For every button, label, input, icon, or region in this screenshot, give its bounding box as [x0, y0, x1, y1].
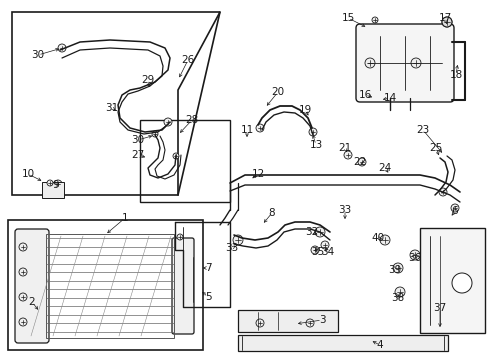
Bar — [8, 220, 203, 350]
Circle shape — [19, 318, 27, 326]
Circle shape — [409, 250, 419, 260]
Circle shape — [47, 180, 53, 186]
Circle shape — [450, 204, 458, 212]
Text: 7: 7 — [204, 263, 211, 273]
Text: 30: 30 — [31, 50, 44, 60]
Text: 24: 24 — [378, 163, 391, 173]
Circle shape — [364, 58, 374, 68]
Text: 19: 19 — [298, 105, 311, 115]
Text: 1: 1 — [122, 213, 128, 223]
Text: 9: 9 — [53, 180, 59, 190]
Text: 37: 37 — [432, 303, 446, 313]
FancyBboxPatch shape — [172, 238, 194, 334]
Text: 5: 5 — [204, 292, 211, 302]
Bar — [46, 234, 174, 338]
Text: 6: 6 — [451, 206, 457, 216]
Circle shape — [314, 227, 325, 237]
Circle shape — [451, 273, 471, 293]
Bar — [238, 310, 337, 332]
Circle shape — [343, 151, 351, 159]
Text: 22: 22 — [353, 157, 366, 167]
Text: 23: 23 — [415, 125, 429, 135]
Bar — [419, 228, 484, 333]
Text: 30: 30 — [131, 135, 144, 145]
Text: 18: 18 — [448, 70, 462, 80]
Bar — [238, 335, 447, 351]
Circle shape — [320, 241, 328, 249]
Text: 11: 11 — [240, 125, 253, 135]
Text: 16: 16 — [358, 90, 371, 100]
Circle shape — [256, 124, 264, 132]
Text: 14: 14 — [383, 93, 396, 103]
Circle shape — [177, 234, 183, 240]
Circle shape — [152, 131, 158, 137]
Text: 21: 21 — [338, 143, 351, 153]
Text: 28: 28 — [185, 115, 198, 125]
Text: 8: 8 — [268, 208, 275, 218]
Text: 35: 35 — [311, 247, 324, 257]
Circle shape — [310, 246, 318, 254]
Circle shape — [173, 153, 179, 159]
Circle shape — [163, 118, 172, 126]
Text: 10: 10 — [21, 169, 35, 179]
Circle shape — [392, 263, 402, 273]
Circle shape — [394, 287, 404, 297]
Bar — [140, 120, 229, 202]
Text: 20: 20 — [271, 87, 284, 97]
Text: 4: 4 — [376, 340, 383, 350]
Circle shape — [305, 319, 313, 327]
Text: 12: 12 — [251, 169, 264, 179]
Circle shape — [58, 44, 66, 52]
Circle shape — [19, 243, 27, 251]
Text: 3: 3 — [318, 315, 325, 325]
Circle shape — [379, 235, 389, 245]
Circle shape — [441, 17, 451, 27]
Circle shape — [357, 158, 365, 166]
Circle shape — [19, 293, 27, 301]
Text: 34: 34 — [321, 247, 334, 257]
Text: 32: 32 — [305, 227, 318, 237]
Text: 33: 33 — [225, 243, 238, 253]
Circle shape — [371, 17, 377, 23]
Text: 29: 29 — [141, 75, 154, 85]
Circle shape — [54, 180, 62, 188]
Text: 13: 13 — [309, 140, 322, 150]
Circle shape — [232, 235, 243, 245]
Text: 31: 31 — [105, 103, 119, 113]
Text: 27: 27 — [131, 150, 144, 160]
Text: 39: 39 — [387, 265, 401, 275]
Bar — [42, 182, 64, 198]
Text: 38: 38 — [390, 293, 404, 303]
Circle shape — [438, 188, 446, 196]
Text: 36: 36 — [407, 253, 421, 263]
Text: 25: 25 — [428, 143, 442, 153]
Text: 2: 2 — [29, 297, 35, 307]
Circle shape — [308, 128, 316, 136]
Text: 33: 33 — [338, 205, 351, 215]
FancyBboxPatch shape — [15, 229, 49, 343]
Text: 15: 15 — [341, 13, 354, 23]
Circle shape — [410, 58, 420, 68]
Circle shape — [441, 17, 451, 27]
FancyBboxPatch shape — [355, 24, 453, 102]
Text: 26: 26 — [181, 55, 194, 65]
Text: 17: 17 — [437, 13, 451, 23]
Circle shape — [256, 319, 264, 327]
Circle shape — [19, 268, 27, 276]
Text: 40: 40 — [371, 233, 384, 243]
